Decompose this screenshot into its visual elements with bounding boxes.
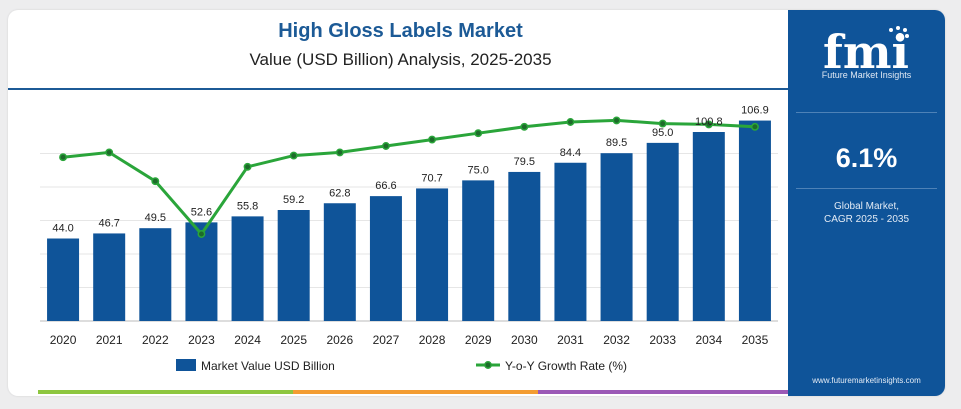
svg-text:fmi: fmi (823, 25, 909, 79)
bar-2021 (93, 233, 126, 321)
bar-2024 (231, 216, 264, 321)
footer-color-bar (38, 390, 788, 394)
panel-divider (796, 112, 937, 113)
growth-point-2034 (704, 120, 713, 129)
growth-line-series (59, 116, 759, 238)
bar-series (47, 120, 771, 321)
value-label-2021: 46.7 (98, 217, 119, 229)
growth-line (62, 118, 756, 237)
chart-title: High Gloss Labels Market (278, 20, 523, 42)
bar-2026 (323, 203, 356, 321)
growth-point-2024 (243, 162, 252, 171)
growth-point-2021 (105, 148, 114, 157)
website-url[interactable]: www.futuremarketinsights.com (812, 376, 921, 385)
value-label-2031: 84.4 (560, 147, 581, 159)
x-tick-2031: 2031 (557, 333, 584, 347)
title-divider (8, 88, 793, 90)
x-tick-2030: 2030 (511, 333, 538, 347)
cagr-label: Global Market, (833, 201, 900, 212)
value-label-2028: 70.7 (421, 172, 442, 184)
x-tick-2023: 2023 (188, 333, 215, 347)
cagr-period: CAGR 2025 - 2035 (823, 214, 910, 225)
legend-line-label: Y-o-Y Growth Rate (%) (505, 359, 627, 373)
panel-divider (796, 188, 937, 189)
growth-point-2023 (197, 230, 206, 238)
bar-2029 (462, 180, 495, 321)
value-labels: 44.0 46.7 49.5 52.6 55.8 59.2 62.8 66.6 70.7 75.0… (52, 105, 768, 235)
bar-2034 (692, 132, 725, 321)
value-label-2032: 89.5 (606, 137, 627, 149)
x-tick-2025: 2025 (280, 333, 307, 347)
footer-segment-green (38, 390, 293, 394)
x-tick-2021: 2021 (96, 333, 123, 347)
growth-point-2025 (289, 151, 298, 160)
value-label-2030: 79.5 (514, 156, 535, 168)
bar-2027 (369, 196, 402, 321)
chart-plot: 44.0 46.7 49.5 52.6 55.8 59.2 62.8 66.6 70.7 75.0… (40, 105, 778, 373)
x-tick-2028: 2028 (419, 333, 446, 347)
x-tick-2035: 2035 (742, 333, 769, 347)
value-label-2027: 66.6 (375, 180, 396, 192)
legend: Market Value USD Billion Y-o-Y Growth Rat… (176, 359, 627, 373)
growth-point-2020 (59, 153, 68, 162)
x-tick-2029: 2029 (465, 333, 492, 347)
bar-2032 (600, 153, 633, 321)
bar-2022 (139, 228, 172, 321)
bar-2031 (554, 162, 587, 321)
x-tick-2027: 2027 (373, 333, 400, 347)
growth-point-2031 (566, 118, 575, 126)
x-tick-2032: 2032 (603, 333, 630, 347)
fmi-logo-icon: fmi (823, 25, 909, 79)
legend-bar-label: Market Value USD Billion (201, 359, 335, 373)
cagr-value: 6.1% (835, 143, 898, 173)
x-tick-2026: 2026 (326, 333, 353, 347)
growth-point-2033 (658, 119, 667, 128)
footer-segment-purple (538, 390, 788, 394)
growth-point-2029 (474, 129, 483, 138)
legend-bar-swatch (176, 359, 196, 371)
growth-point-2030 (520, 122, 529, 131)
value-label-2025: 59.2 (283, 194, 304, 206)
info-panel: fmi Future Market Insights 6.1% Global M… (788, 10, 945, 396)
value-label-2022: 49.5 (145, 212, 166, 224)
bar-2033 (646, 142, 679, 321)
growth-point-2026 (335, 148, 344, 157)
value-label-2029: 75.0 (467, 164, 488, 176)
chart-subtitle: Value (USD Billion) Analysis, 2025-2035 (249, 50, 552, 69)
x-tick-2033: 2033 (649, 333, 676, 347)
growth-point-2028 (428, 135, 437, 144)
x-tick-2022: 2022 (142, 333, 169, 347)
value-label-2026: 62.8 (329, 187, 350, 199)
x-tick-2034: 2034 (695, 333, 722, 347)
value-label-2024: 55.8 (237, 200, 258, 212)
legend-line-marker (484, 361, 492, 369)
growth-point-2027 (381, 142, 390, 150)
growth-point-2032 (612, 116, 621, 125)
bar-2025 (277, 210, 310, 321)
bar-2020 (47, 238, 80, 321)
bar-2035 (738, 120, 771, 321)
value-label-2033: 95.0 (652, 127, 673, 139)
bar-2023 (185, 222, 218, 321)
value-label-2020: 44.0 (52, 223, 73, 235)
value-label-2034: 100.8 (695, 116, 723, 128)
value-label-2035: 106.9 (741, 105, 769, 117)
value-label-2023: 52.6 (191, 206, 212, 218)
logo-subtext: Future Market Insights (821, 70, 912, 80)
x-tick-2024: 2024 (234, 333, 261, 347)
x-tick-2020: 2020 (50, 333, 77, 347)
x-axis-ticks: 2020 2021 2022 2023 2024 2025 2026 2027 2028 2029… (50, 333, 769, 347)
growth-point-2035 (750, 122, 759, 131)
chart-card: High Gloss Labels Market Value (USD Bill… (8, 10, 945, 396)
growth-point-2022 (151, 177, 160, 186)
footer-segment-orange (293, 390, 538, 394)
bar-2030 (508, 171, 541, 321)
bar-2028 (416, 188, 449, 321)
